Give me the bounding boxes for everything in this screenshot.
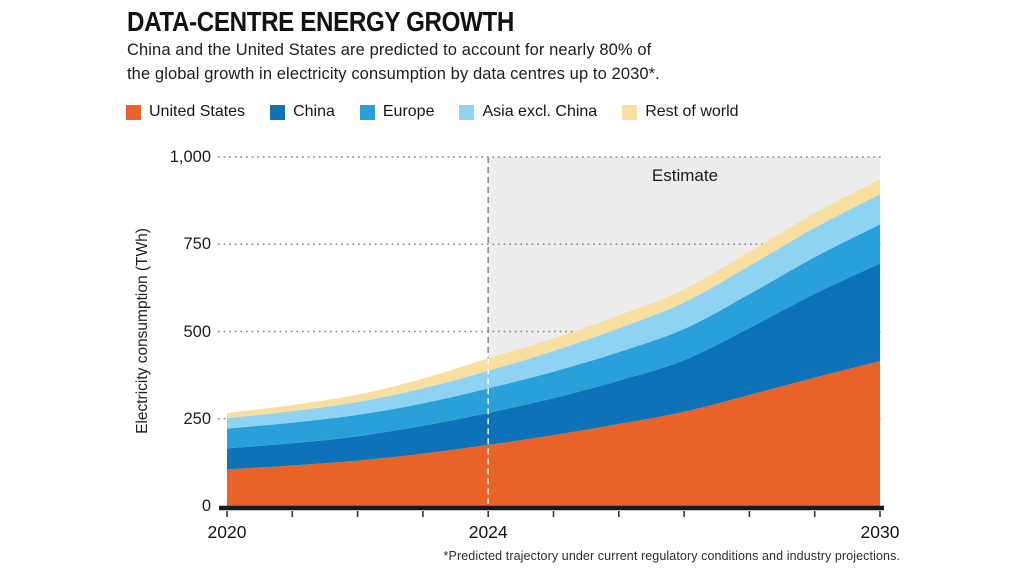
footnote: *Predicted trajectory under current regu… [443, 549, 900, 563]
legend-label-asia-excl-china: Asia excl. China [482, 103, 598, 120]
area-europe [227, 224, 880, 449]
subtitle-line-2: the global growth in electricity consump… [127, 65, 660, 83]
legend-swatch-united-states [126, 104, 141, 120]
area-china [227, 263, 880, 470]
estimate-label: Estimate [651, 166, 719, 185]
legend-item-rest-of-world: Rest of world [622, 103, 739, 121]
y-tick-label-0: 0 [201, 497, 211, 515]
y-tick-label-1000: 1,000 [169, 148, 211, 166]
y-tick-label-500: 500 [183, 322, 211, 341]
legend-item-asia-excl-china: Asia excl. China [459, 103, 597, 121]
legend: United States China Europe Asia excl. China… [126, 103, 739, 121]
chart-subtitle: China and the United States are predicte… [127, 38, 660, 86]
legend-swatch-europe [359, 104, 375, 120]
legend-swatch-rest-of-world [622, 104, 638, 120]
legend-item-europe: Europe [359, 103, 435, 121]
legend-swatch-china [270, 104, 286, 120]
legend-label-europe: Europe [382, 103, 435, 120]
x-tick-label-2024: 2024 [468, 522, 508, 542]
chart-title: DATA-CENTRE ENERGY GROWTH [127, 6, 514, 38]
y-tick-label-750: 750 [183, 235, 211, 254]
x-tick-label-2030: 2030 [860, 522, 900, 542]
legend-item-united-states: United States [126, 103, 245, 121]
subtitle-line-1: China and the United States are predicte… [127, 41, 652, 59]
legend-label-rest-of-world: Rest of world [645, 103, 739, 120]
x-tick-label-2020: 2020 [207, 522, 247, 542]
legend-item-china: China [270, 103, 335, 121]
legend-swatch-asia-excl-china [459, 104, 475, 120]
y-tick-label-250: 250 [183, 409, 211, 428]
legend-label-china: China [293, 103, 335, 120]
area-united-states [227, 361, 880, 506]
legend-label-united-states: United States [149, 103, 246, 120]
